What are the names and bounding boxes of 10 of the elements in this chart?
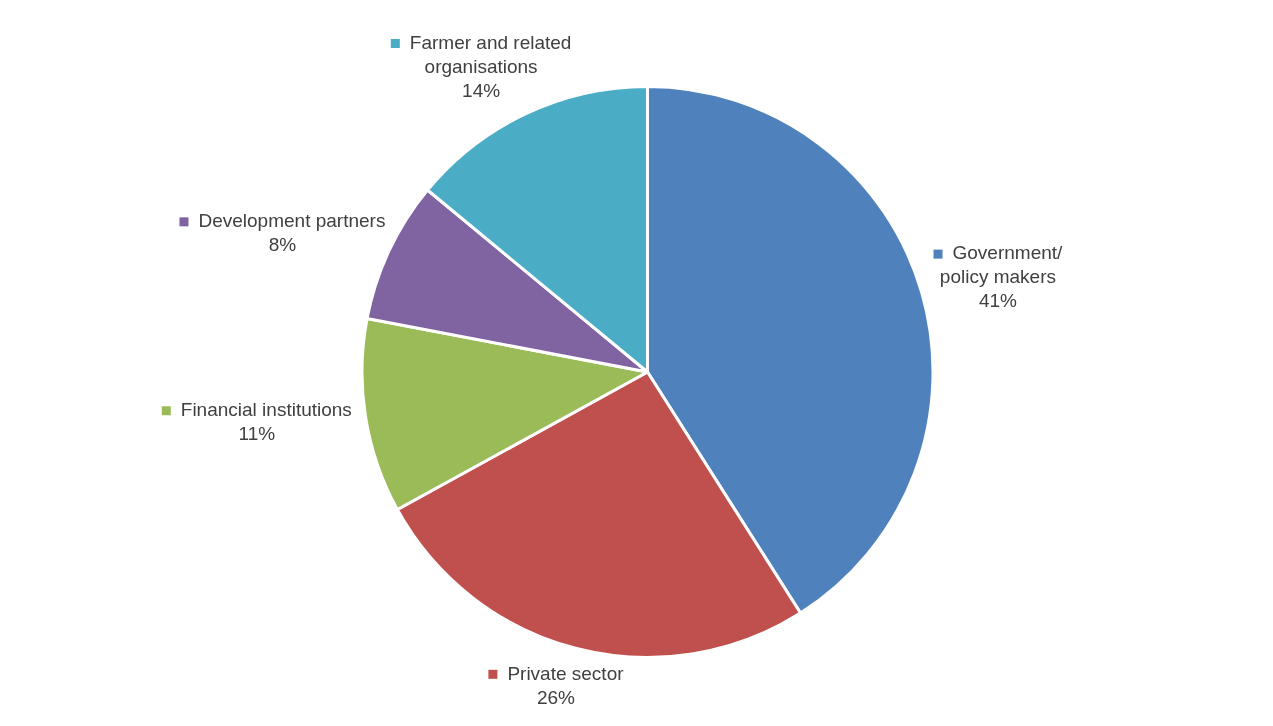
legend-label: Development partners	[198, 210, 386, 232]
data-label: 26%	[536, 686, 576, 708]
legend-label: Government/ policy makers	[939, 242, 1064, 288]
data-label: 14%	[462, 79, 501, 101]
legend-label: Farmer and related organisations	[409, 31, 572, 77]
data-label: 8%	[268, 234, 297, 256]
legend-label: Private sector	[507, 662, 625, 684]
legend-label: Financial institutions	[180, 399, 352, 420]
data-label: 41%	[978, 290, 1018, 312]
data-label: 11%	[238, 423, 276, 444]
